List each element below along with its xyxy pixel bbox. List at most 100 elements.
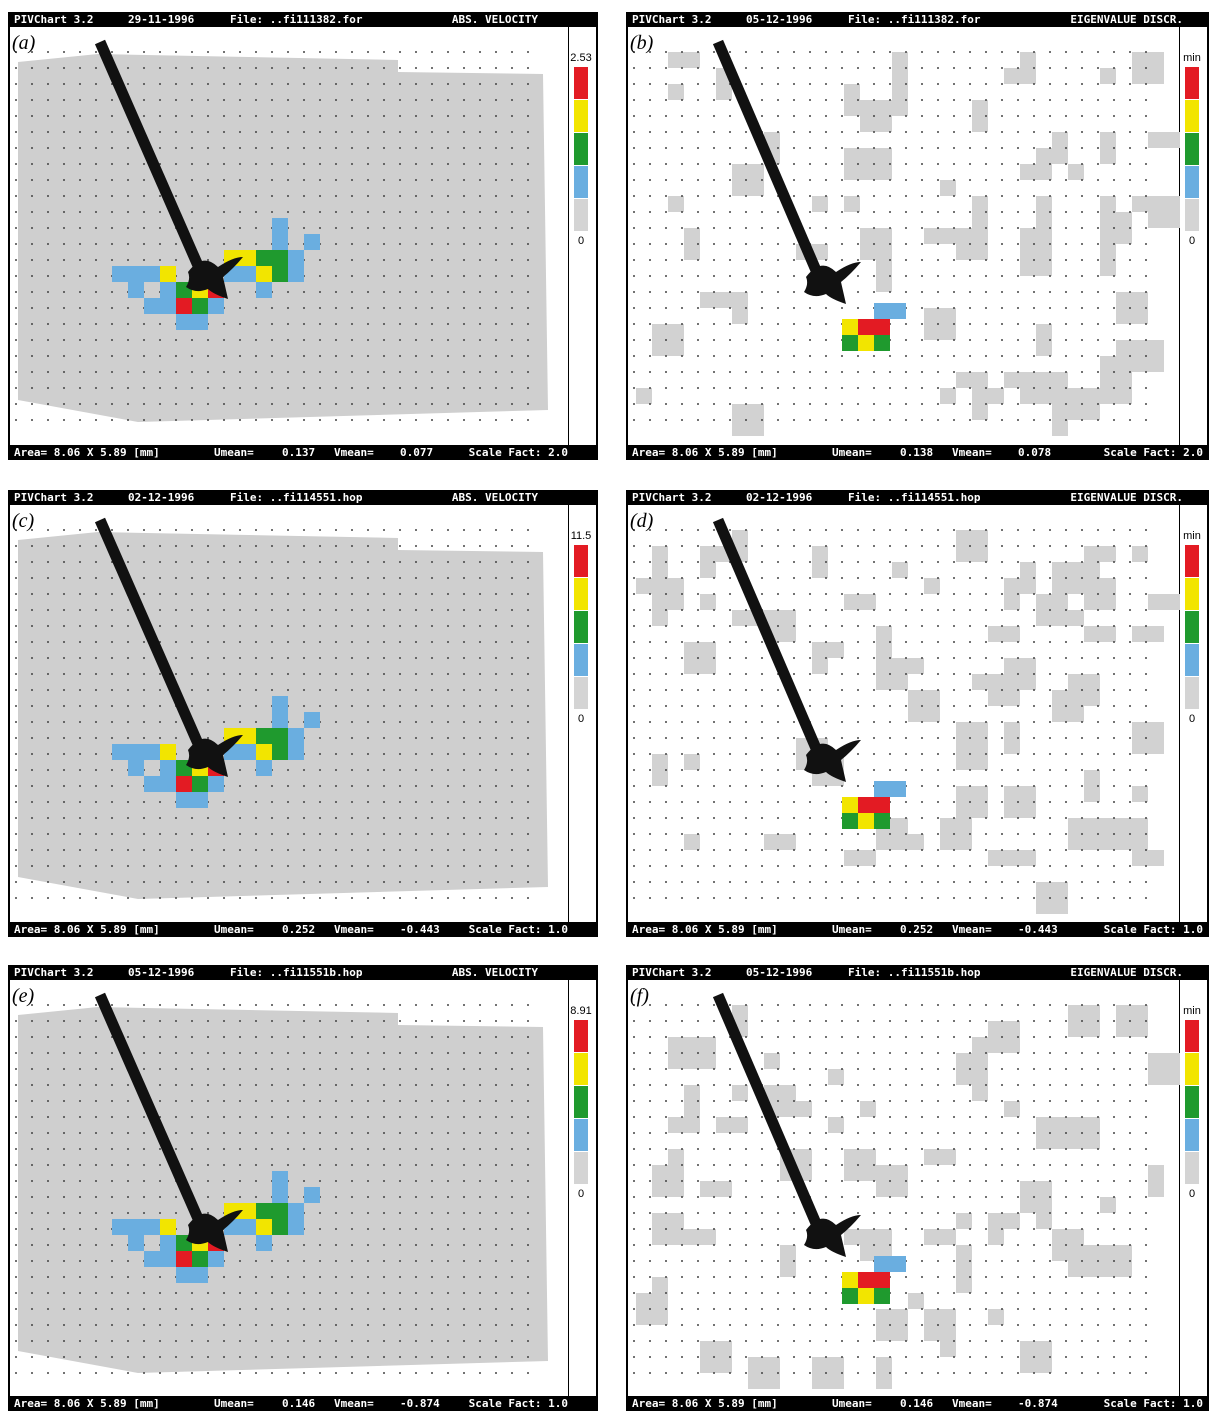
header-date: 02-12-1996 <box>128 491 195 504</box>
header-program: PIVChart 3.2 <box>14 966 93 979</box>
footer-umean: 0.138 <box>900 446 933 459</box>
footer-scale-fact: Scale Fact: 1.0 <box>469 1397 568 1410</box>
header-mode: ABS. VELOCITY <box>452 966 538 979</box>
header-date: 05-12-1996 <box>128 966 195 979</box>
colored-cell <box>288 1203 304 1219</box>
colored-cell <box>144 266 160 282</box>
scale-swatch <box>574 1086 588 1118</box>
scale-swatch <box>1185 578 1199 610</box>
colored-cell <box>192 298 208 314</box>
footer-vmean-label: Vmean= <box>334 923 374 936</box>
colored-cell <box>890 1256 906 1272</box>
header-mode: ABS. VELOCITY <box>452 13 538 26</box>
colored-cell <box>256 728 272 744</box>
header-program: PIVChart 3.2 <box>14 491 93 504</box>
colored-cell <box>272 696 288 712</box>
colored-cell <box>304 712 320 728</box>
header-date: 29-11-1996 <box>128 13 195 26</box>
colored-cell <box>160 1251 176 1267</box>
footer-vmean: -0.443 <box>400 923 440 936</box>
footer-umean-label: Umean= <box>214 1397 254 1410</box>
colored-cell <box>208 1251 224 1267</box>
scale-swatch <box>574 545 588 577</box>
footer-vmean: -0.874 <box>400 1397 440 1410</box>
header-file: File: ..fi114551.hop <box>230 491 363 504</box>
colored-cell <box>890 781 906 797</box>
colored-cell <box>272 1171 288 1187</box>
colored-cell <box>256 282 272 298</box>
header-file: File: ..fi111382.for <box>230 13 363 26</box>
colored-cell <box>272 1219 288 1235</box>
colored-cell <box>256 1235 272 1251</box>
colored-cell <box>842 813 858 829</box>
footer-umean: 0.146 <box>282 1397 315 1410</box>
scale-top-label: min <box>1183 1005 1201 1017</box>
header-file: File: ..fi11551b.hop <box>230 966 363 979</box>
scale-swatch <box>1185 644 1199 676</box>
scale-bottom-label: 0 <box>578 235 584 247</box>
header-mode: EIGENVALUE DISCR. <box>1070 13 1183 26</box>
footer-area: Area= 8.06 X 5.89 [mm] <box>632 446 778 459</box>
footer-scale-fact: Scale Fact: 1.0 <box>1104 923 1203 936</box>
colored-cell <box>842 1272 858 1288</box>
header-file: File: ..fi111382.for <box>848 13 981 26</box>
colored-cell <box>160 1219 176 1235</box>
figure: PIVChart 3.2 29-11-1996 File: ..fi111382.f… <box>0 0 1209 1411</box>
panel-label: (e) <box>12 985 35 1007</box>
scale-swatch <box>574 677 588 709</box>
scale-swatch <box>574 133 588 165</box>
header-program: PIVChart 3.2 <box>14 13 93 26</box>
header-file: File: ..fi11551b.hop <box>848 966 981 979</box>
scale-swatch <box>574 100 588 132</box>
colored-cell <box>272 266 288 282</box>
colored-cell <box>240 250 256 266</box>
plot <box>630 995 1180 1389</box>
scale-swatch <box>1185 100 1199 132</box>
colored-cell <box>256 1219 272 1235</box>
header-program: PIVChart 3.2 <box>632 13 711 26</box>
scale-swatch <box>1185 1086 1199 1118</box>
footer-umean: 0.137 <box>282 446 315 459</box>
scale-swatch <box>1185 133 1199 165</box>
scale-top-label: 8.91 <box>570 1005 591 1017</box>
scale-swatch <box>1185 199 1199 231</box>
plot <box>12 520 548 912</box>
header-file: File: ..fi114551.hop <box>848 491 981 504</box>
scale-bottom-label: 0 <box>1189 235 1195 247</box>
colored-cell <box>874 335 890 351</box>
colored-cell <box>874 303 890 319</box>
colored-cell <box>128 760 144 776</box>
plot <box>630 520 1180 914</box>
panel-label: (d) <box>630 510 654 532</box>
panel-label: (f) <box>630 985 649 1007</box>
scale-swatch <box>574 67 588 99</box>
scale-swatch <box>574 1152 588 1184</box>
colored-cell <box>288 250 304 266</box>
header-date: 02-12-1996 <box>746 491 813 504</box>
scale-swatch <box>1185 67 1199 99</box>
colored-cell <box>858 797 874 813</box>
scale-bottom-label: 0 <box>1189 713 1195 725</box>
footer-vmean: 0.077 <box>400 446 433 459</box>
colored-cell <box>160 744 176 760</box>
colored-cell <box>112 744 128 760</box>
scale-swatch <box>1185 1119 1199 1151</box>
colored-cell <box>256 744 272 760</box>
scale-swatch <box>574 1119 588 1151</box>
colored-cell <box>288 266 304 282</box>
colored-cell <box>160 760 176 776</box>
footer-scale-fact: Scale Fact: 2.0 <box>1104 446 1203 459</box>
footer-area: Area= 8.06 X 5.89 [mm] <box>632 923 778 936</box>
colored-cell <box>240 744 256 760</box>
colored-cell <box>842 319 858 335</box>
scale-top-label: min <box>1183 530 1201 542</box>
footer-umean: 0.252 <box>282 923 315 936</box>
colored-cell <box>240 1203 256 1219</box>
scale-swatch <box>1185 677 1199 709</box>
colored-cell <box>874 319 890 335</box>
colored-cell <box>858 813 874 829</box>
scale-swatch <box>1185 1053 1199 1085</box>
footer-vmean-label: Vmean= <box>952 923 992 936</box>
